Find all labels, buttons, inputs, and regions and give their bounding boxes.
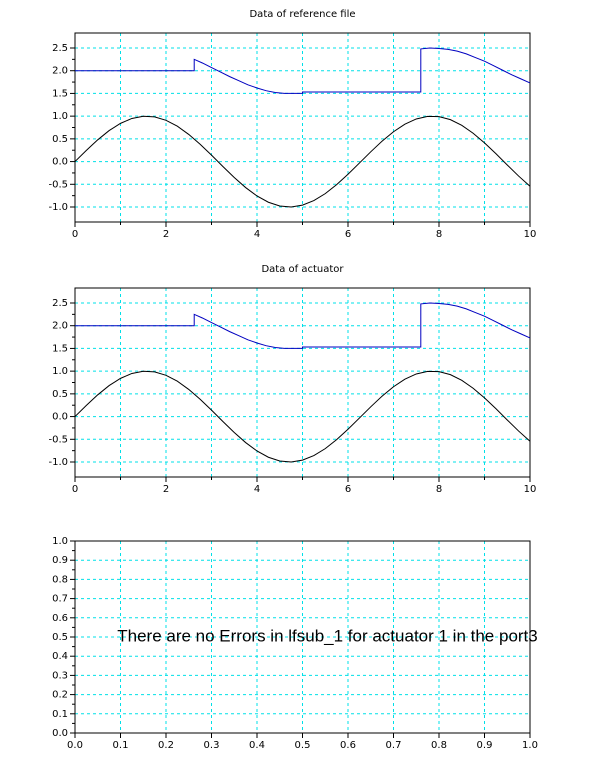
plot-frame — [74, 32, 531, 223]
chart-title: Data of actuator — [261, 264, 344, 275]
y-tick-label: -0.5 — [48, 179, 68, 190]
y-tick-label: 0.7 — [52, 594, 68, 605]
x-tick-label: 0 — [72, 484, 78, 495]
plot-frame — [74, 540, 531, 734]
x-tick-label: 4 — [254, 484, 260, 495]
y-tick-label: 0.6 — [52, 613, 68, 624]
y-tick-label: 0.5 — [52, 632, 68, 643]
y-tick-label: 0.0 — [52, 157, 68, 168]
plot-frame — [74, 287, 531, 478]
y-tick-label: 2.5 — [52, 43, 68, 54]
x-tick-label: 1.0 — [522, 740, 538, 751]
x-tick-label: 0.1 — [113, 740, 129, 751]
x-tick-label: 0.0 — [67, 740, 83, 751]
x-tick-label: 0.5 — [295, 740, 311, 751]
y-tick-label: 2.5 — [52, 298, 68, 309]
chart-title: Data of reference file — [249, 9, 355, 20]
x-tick-label: 2 — [163, 229, 169, 240]
y-tick-label: 0.0 — [52, 412, 68, 423]
data-line — [74, 115, 531, 208]
data-line — [75, 302, 531, 349]
annotation: There are no Errors in lfsub_1 for actua… — [117, 626, 538, 645]
data-line — [75, 47, 531, 94]
y-tick-label: 0.2 — [52, 690, 68, 701]
y-tick-label: 0.4 — [52, 651, 68, 662]
x-tick-label: 8 — [436, 484, 442, 495]
x-tick-label: 0.4 — [249, 740, 265, 751]
y-tick-label: 1.5 — [52, 343, 68, 354]
x-tick-label: 8 — [436, 229, 442, 240]
y-tick-label: 0.9 — [52, 555, 68, 566]
y-tick-label: 2.0 — [52, 321, 68, 332]
y-tick-label: 1.0 — [52, 366, 68, 377]
y-tick-label: 0.3 — [52, 670, 68, 681]
y-tick-label: 0.5 — [52, 134, 68, 145]
x-tick-label: 0.8 — [431, 740, 447, 751]
y-tick-label: 1.5 — [52, 88, 68, 99]
y-tick-label: -0.5 — [48, 434, 68, 445]
x-tick-label: 0 — [72, 229, 78, 240]
y-tick-label: 0.8 — [52, 574, 68, 585]
x-tick-label: 0.3 — [204, 740, 220, 751]
y-tick-label: -1.0 — [48, 457, 68, 468]
y-tick-label: 2.0 — [52, 66, 68, 77]
y-tick-label: 0.0 — [52, 728, 68, 739]
y-tick-label: 0.1 — [52, 709, 68, 720]
x-tick-label: 6 — [345, 229, 351, 240]
y-tick-label: -1.0 — [48, 202, 68, 213]
x-tick-label: 0.7 — [386, 740, 402, 751]
x-tick-label: 0.2 — [158, 740, 174, 751]
x-tick-label: 0.9 — [477, 740, 493, 751]
y-tick-label: 0.5 — [52, 389, 68, 400]
x-tick-label: 10 — [524, 229, 537, 240]
x-tick-label: 2 — [163, 484, 169, 495]
x-tick-label: 0.6 — [340, 740, 356, 751]
x-tick-label: 10 — [524, 484, 537, 495]
data-line — [74, 370, 531, 463]
x-tick-label: 4 — [254, 229, 260, 240]
y-tick-label: 1.0 — [52, 536, 68, 547]
x-tick-label: 6 — [345, 484, 351, 495]
y-tick-label: 1.0 — [52, 111, 68, 122]
